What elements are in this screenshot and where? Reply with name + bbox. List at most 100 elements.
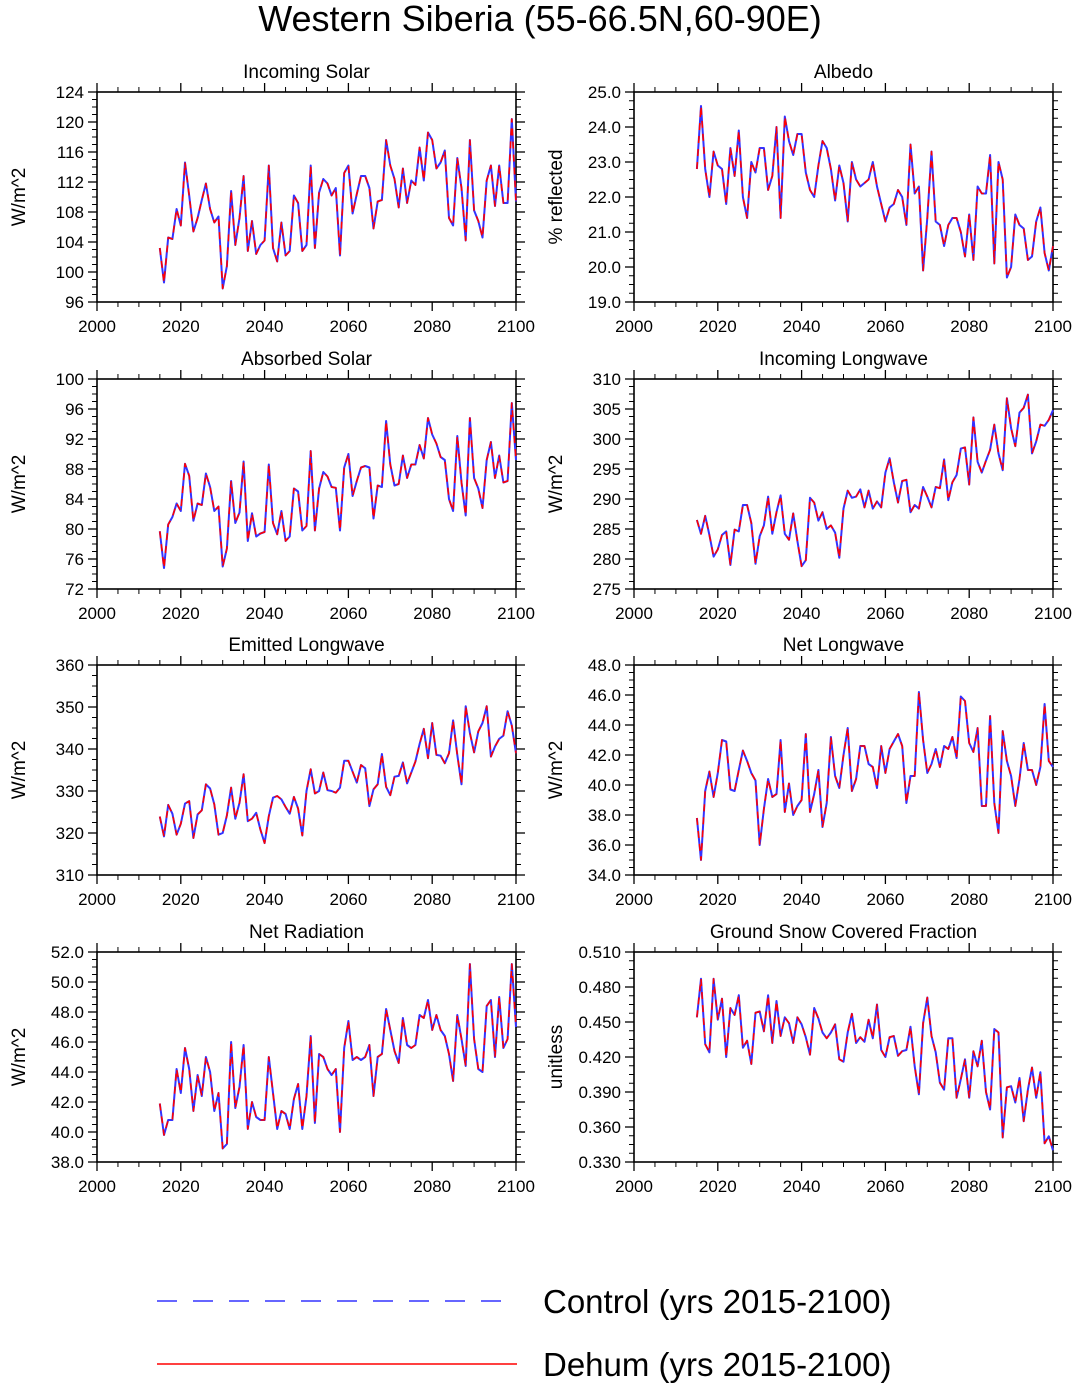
dehum-series-line	[159, 705, 517, 844]
y-tick-label: 88	[65, 460, 84, 479]
x-tick-label: 2100	[497, 317, 535, 336]
y-tick-label: 38.0	[588, 806, 621, 825]
y-tick-label: 0.510	[578, 943, 621, 962]
control-series-line	[695, 105, 1054, 279]
panel-title: Net Radiation	[249, 922, 364, 943]
x-tick-label: 2080	[950, 890, 988, 909]
y-tick-label: 120	[56, 113, 84, 132]
x-tick-label: 2100	[1034, 317, 1072, 336]
y-tick-label: 116	[57, 143, 84, 162]
x-tick-label: 2020	[699, 604, 737, 623]
x-tick-label: 2020	[162, 317, 200, 336]
dehum-series-line	[159, 963, 517, 1150]
x-tick-label: 2020	[162, 604, 200, 623]
x-tick-label: 2060	[866, 604, 904, 623]
x-tick-label: 2060	[866, 890, 904, 909]
x-tick-label: 2100	[1034, 890, 1072, 909]
y-tick-label: 42.0	[51, 1093, 84, 1112]
y-tick-label: 96	[65, 400, 84, 419]
y-tick-label: 300	[593, 430, 621, 449]
x-tick-label: 2100	[1034, 1177, 1072, 1196]
y-tick-label: 84	[65, 490, 84, 509]
panel-2: Albedo % reflected 19.0 20.0 21.0 22.0 23.0 24.…	[546, 62, 1072, 336]
y-tick-label: 19.0	[588, 293, 621, 312]
y-tick-label: 360	[56, 656, 84, 675]
x-tick-label: 2060	[329, 1177, 367, 1196]
y-tick-label: 310	[593, 370, 621, 389]
y-tick-label: 25.0	[588, 83, 621, 102]
y-tick-label: 0.420	[578, 1048, 621, 1067]
y-tick-label: 330	[56, 782, 84, 801]
x-tick-label: 2000	[615, 317, 653, 336]
panel-5: Emitted Longwave W/m^2 310 320 330 340 350 360 2…	[9, 635, 535, 909]
y-tick-label: 290	[593, 490, 621, 509]
y-tick-label: 124	[56, 83, 84, 102]
y-tick-label: 285	[593, 520, 621, 539]
figure-title: Western Siberia (55-66.5N,60-90E)	[258, 0, 822, 39]
x-tick-label: 2020	[699, 1177, 737, 1196]
y-tick-label: 23.0	[588, 153, 621, 172]
x-tick-label: 2080	[413, 1177, 451, 1196]
x-tick-label: 2000	[615, 604, 653, 623]
x-tick-label: 2040	[246, 1177, 284, 1196]
control-series-line	[695, 977, 1054, 1151]
y-tick-label: 0.390	[578, 1083, 621, 1102]
x-tick-label: 2040	[783, 1177, 821, 1196]
x-tick-label: 2040	[783, 317, 821, 336]
x-tick-label: 2060	[866, 1177, 904, 1196]
x-tick-label: 2080	[413, 604, 451, 623]
legend-control-label: Control (yrs 2015-2100)	[543, 1283, 892, 1320]
y-tick-label: 80	[65, 520, 84, 539]
control-series-line	[695, 393, 1054, 568]
panel-1: Incoming Solar W/m^2 96 100 104 108 112 116 120 1…	[9, 62, 535, 336]
y-tick-label: 100	[56, 370, 84, 389]
y-tick-label: 48.0	[588, 656, 621, 675]
panel-7: Net Radiation W/m^2 38.0 40.0 42.0 44.0 46.0 48…	[9, 922, 535, 1196]
panel-3: Absorbed Solar W/m^2 72 76 80 84 88 92 96 100 2000…	[9, 349, 535, 623]
x-tick-label: 2000	[78, 1177, 116, 1196]
x-tick-label: 2040	[246, 317, 284, 336]
y-tick-label: 72	[65, 580, 84, 599]
control-series-line	[695, 691, 1054, 861]
x-tick-label: 2000	[78, 317, 116, 336]
x-tick-label: 2060	[866, 317, 904, 336]
y-axis-label: % reflected	[546, 149, 567, 244]
x-tick-label: 2000	[615, 890, 653, 909]
y-tick-label: 42.0	[588, 746, 621, 765]
panel-title: Net Longwave	[783, 635, 904, 656]
legend-dehum-label: Dehum (yrs 2015-2100)	[543, 1346, 892, 1383]
control-series-line	[158, 963, 517, 1150]
y-tick-label: 46.0	[588, 686, 621, 705]
dehum-series-line	[159, 118, 517, 290]
y-tick-label: 92	[65, 430, 84, 449]
x-tick-label: 2020	[699, 890, 737, 909]
dehum-series-line	[696, 105, 1054, 279]
plot-frame	[96, 951, 517, 1163]
plot-frame	[96, 91, 517, 303]
y-tick-label: 76	[65, 550, 84, 569]
plot-frame	[96, 378, 517, 590]
y-tick-label: 52.0	[51, 943, 84, 962]
panels: Incoming Solar W/m^2 96 100 104 108 112 116 120 1…	[9, 62, 1072, 1196]
plot-frame	[633, 664, 1054, 876]
x-tick-label: 2080	[950, 1177, 988, 1196]
panel-6: Net Longwave W/m^2 34.0 36.0 38.0 40.0 42.0 44.…	[546, 635, 1072, 909]
y-axis-label: W/m^2	[9, 455, 30, 514]
y-tick-label: 320	[56, 824, 84, 843]
plot-frame	[96, 664, 517, 876]
y-tick-label: 20.0	[588, 258, 621, 277]
y-tick-label: 44.0	[51, 1063, 84, 1082]
x-tick-label: 2040	[783, 890, 821, 909]
y-tick-label: 112	[57, 173, 84, 192]
y-tick-label: 50.0	[51, 973, 84, 992]
x-tick-label: 2100	[497, 1177, 535, 1196]
x-tick-label: 2020	[162, 890, 200, 909]
x-tick-label: 2100	[497, 604, 535, 623]
plot-frame	[633, 91, 1054, 303]
x-tick-label: 2080	[950, 317, 988, 336]
x-tick-label: 2080	[950, 604, 988, 623]
y-tick-label: 310	[56, 866, 84, 885]
y-tick-label: 305	[593, 400, 621, 419]
y-tick-label: 295	[593, 460, 621, 479]
x-tick-label: 2000	[78, 890, 116, 909]
